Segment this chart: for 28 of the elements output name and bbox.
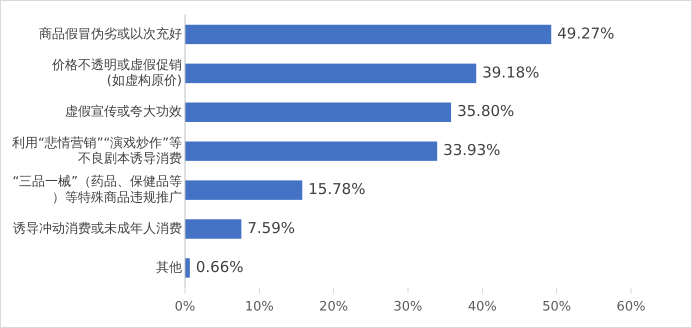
bar [185, 64, 476, 84]
data-label: 49.27% [557, 24, 614, 42]
bar [185, 102, 452, 122]
data-label: 39.18% [482, 63, 540, 82]
x-tick-label: 50% [542, 300, 572, 315]
y-tick-label: 其他 [156, 260, 182, 276]
x-tick-label: 0% [174, 300, 196, 315]
y-tick-label: 利用“悲情营销”“演戏炒作”等不良剧本诱导消费 [12, 136, 182, 166]
data-label: 35.80% [457, 102, 514, 120]
y-tick-label: 价格不透明或虚假促销(如虚构原价) [50, 58, 182, 89]
y-tick-label: “三品一械”（药品、保健品等）等特殊商品违规推广 [12, 174, 182, 206]
x-tick-label: 40% [468, 300, 497, 315]
bar [185, 24, 552, 44]
y-tick-label: 商品假冒伪劣或以次充好 [38, 26, 182, 42]
bar [185, 141, 438, 161]
data-label: 7.59% [247, 218, 296, 237]
data-label: 33.93% [443, 141, 500, 160]
x-tick-label: 30% [394, 300, 422, 315]
y-tick-label: 虚假宣传或夸大功效 [64, 104, 182, 120]
bar [185, 258, 190, 278]
x-tick-label: 10% [244, 300, 274, 315]
data-label: 15.78% [308, 180, 366, 198]
bar [185, 180, 302, 200]
bar [185, 219, 242, 239]
x-tick-label: 20% [319, 300, 348, 315]
data-label: 0.66% [196, 258, 244, 276]
x-tick-label: 60% [616, 300, 646, 315]
y-tick-label: 诱导冲动消费或未成年人消费 [12, 221, 182, 236]
